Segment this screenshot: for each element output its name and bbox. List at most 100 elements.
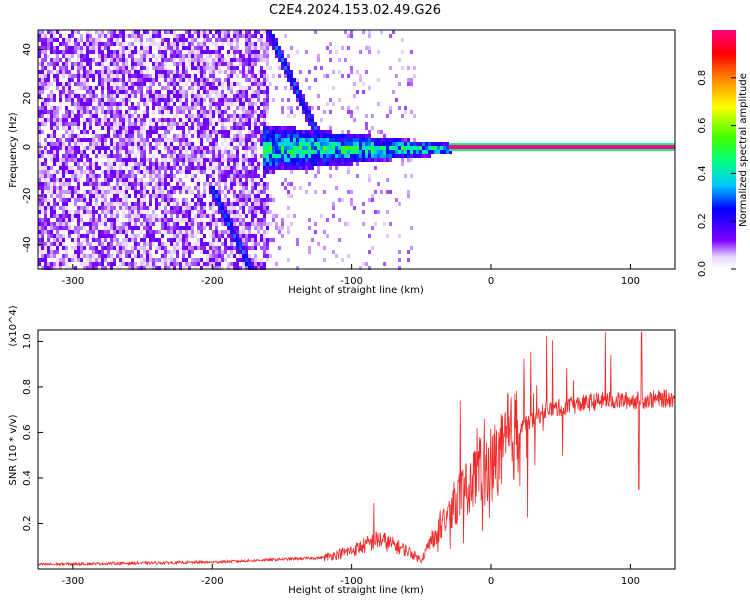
heatmap-cell xyxy=(167,30,170,34)
heatmap-cell xyxy=(254,166,257,170)
heatmap-cell xyxy=(227,170,230,174)
heatmap-cell xyxy=(305,106,308,110)
heatmap-cell xyxy=(191,30,194,34)
heatmap-cell xyxy=(203,74,206,78)
heatmap-cell xyxy=(272,158,275,162)
heatmap-cell xyxy=(377,146,380,150)
heatmap-cell xyxy=(173,230,176,234)
heatmap-cell xyxy=(161,166,164,170)
heatmap-cell xyxy=(95,46,98,50)
heatmap-y-tick-label: -40 xyxy=(22,236,33,252)
heatmap-cell xyxy=(218,30,221,34)
heatmap-cell xyxy=(221,170,224,174)
heatmap-cell xyxy=(80,130,83,134)
heatmap-cell xyxy=(248,178,251,182)
heatmap-cell xyxy=(203,82,206,86)
heatmap-cell xyxy=(296,154,299,158)
heatmap-cell xyxy=(278,130,281,134)
heatmap-cell xyxy=(50,250,53,254)
heatmap-cell xyxy=(50,94,53,98)
heatmap-cell xyxy=(308,166,311,170)
heatmap-cell xyxy=(287,78,290,82)
heatmap-cell xyxy=(293,90,296,94)
heatmap-cell xyxy=(65,46,68,50)
heatmap-cell xyxy=(104,202,107,206)
heatmap-cell xyxy=(245,158,248,162)
heatmap-cell xyxy=(257,182,260,186)
heatmap-cell xyxy=(284,178,287,182)
heatmap-cell xyxy=(233,178,236,182)
heatmap-cell xyxy=(236,250,239,254)
heatmap-cell xyxy=(122,246,125,250)
heatmap-cell xyxy=(242,230,245,234)
heatmap-cell xyxy=(146,254,149,258)
heatmap-cell xyxy=(401,142,404,146)
heatmap-cell xyxy=(44,182,47,186)
heatmap-cell xyxy=(125,94,128,98)
heatmap-cell xyxy=(302,98,305,102)
heatmap-cell xyxy=(116,198,119,202)
heatmap-cell xyxy=(161,62,164,66)
heatmap-cell xyxy=(290,78,293,82)
heatmap-cell xyxy=(257,106,260,110)
heatmap-cell xyxy=(80,86,83,90)
heatmap-cell xyxy=(158,70,161,74)
heatmap-cell xyxy=(263,206,266,210)
heatmap-cell xyxy=(71,166,74,170)
heatmap-cell xyxy=(317,146,320,150)
heatmap-cell xyxy=(251,82,254,86)
heatmap-cell xyxy=(107,178,110,182)
heatmap-cell xyxy=(194,214,197,218)
heatmap-cell xyxy=(191,174,194,178)
heatmap-cell xyxy=(155,166,158,170)
heatmap-cell xyxy=(251,90,254,94)
heatmap-cell xyxy=(182,86,185,90)
heatmap-cell xyxy=(449,150,452,154)
heatmap-cell xyxy=(56,138,59,142)
heatmap-cell xyxy=(179,50,182,54)
heatmap-cell xyxy=(155,250,158,254)
heatmap-cell xyxy=(281,138,284,142)
heatmap-cell xyxy=(170,74,173,78)
heatmap-cell xyxy=(161,178,164,182)
heatmap-cell xyxy=(176,158,179,162)
heatmap-cell xyxy=(212,74,215,78)
heatmap-cell xyxy=(233,218,236,222)
heatmap-cell xyxy=(80,226,83,230)
heatmap-cell xyxy=(77,58,80,62)
heatmap-cell xyxy=(89,102,92,106)
heatmap-cell xyxy=(257,94,260,98)
heatmap-cell xyxy=(38,234,41,238)
heatmap-cell xyxy=(263,46,266,50)
heatmap-cell xyxy=(56,190,59,194)
heatmap-cell xyxy=(176,242,179,246)
heatmap-cell xyxy=(203,146,206,150)
heatmap-cell xyxy=(122,158,125,162)
heatmap-cell xyxy=(233,110,236,114)
heatmap-cell xyxy=(92,162,95,166)
heatmap-cell xyxy=(215,218,218,222)
heatmap-cell xyxy=(53,130,56,134)
heatmap-cell xyxy=(236,174,239,178)
heatmap-cell xyxy=(104,258,107,262)
heatmap-cell xyxy=(263,54,266,58)
heatmap-cell xyxy=(407,190,410,194)
heatmap-cell xyxy=(254,146,257,150)
heatmap-cell xyxy=(242,34,245,38)
heatmap-cell xyxy=(62,114,65,118)
heatmap-cell xyxy=(41,250,44,254)
heatmap-cell xyxy=(200,62,203,66)
heatmap-cell xyxy=(173,134,176,138)
heatmap-cell xyxy=(356,174,359,178)
heatmap-cell xyxy=(191,154,194,158)
heatmap-cell xyxy=(128,98,131,102)
heatmap-cell xyxy=(59,98,62,102)
heatmap-cell xyxy=(236,66,239,70)
heatmap-cell xyxy=(41,130,44,134)
heatmap-cell xyxy=(83,134,86,138)
heatmap-cell xyxy=(209,214,212,218)
heatmap-cell xyxy=(182,234,185,238)
heatmap-cell xyxy=(206,250,209,254)
heatmap-cell xyxy=(194,262,197,266)
heatmap-cell xyxy=(56,154,59,158)
